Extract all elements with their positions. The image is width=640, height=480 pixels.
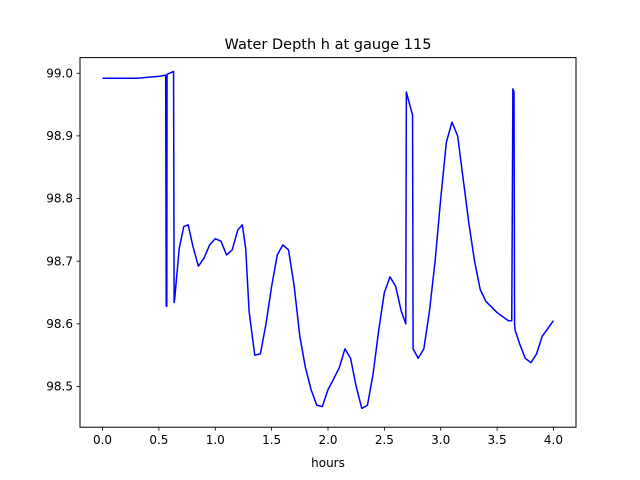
x-tick-label: 4.0 (544, 433, 563, 447)
x-tick-label: 3.0 (431, 433, 450, 447)
x-tick-label: 0.5 (149, 433, 168, 447)
y-tick-label: 98.5 (46, 380, 73, 394)
y-tick-label: 98.9 (46, 129, 73, 143)
y-tick-label: 98.8 (46, 192, 73, 206)
y-tick-label: 99.0 (46, 66, 73, 80)
y-tick-label: 98.7 (46, 254, 73, 268)
plot-frame (79, 57, 577, 428)
x-tick-label: 1.0 (206, 433, 225, 447)
x-axis: 0.0 0.5 1.0 1.5 2.0 2.5 3.0 3.5 4.0 (93, 427, 563, 447)
x-tick-label: 2.5 (375, 433, 394, 447)
x-tick-label: 3.5 (488, 433, 507, 447)
x-axis-label: hours (311, 456, 345, 470)
y-tick-label: 98.6 (46, 317, 73, 331)
water-depth-line (102, 70, 555, 410)
chart-title: Water Depth h at gauge 115 (225, 37, 432, 53)
x-tick-label: 0.0 (93, 433, 112, 447)
x-tick-label: 1.5 (262, 433, 281, 447)
y-axis: 98.5 98.6 98.7 98.8 98.9 99.0 (46, 66, 80, 394)
x-tick-label: 2.0 (318, 433, 337, 447)
